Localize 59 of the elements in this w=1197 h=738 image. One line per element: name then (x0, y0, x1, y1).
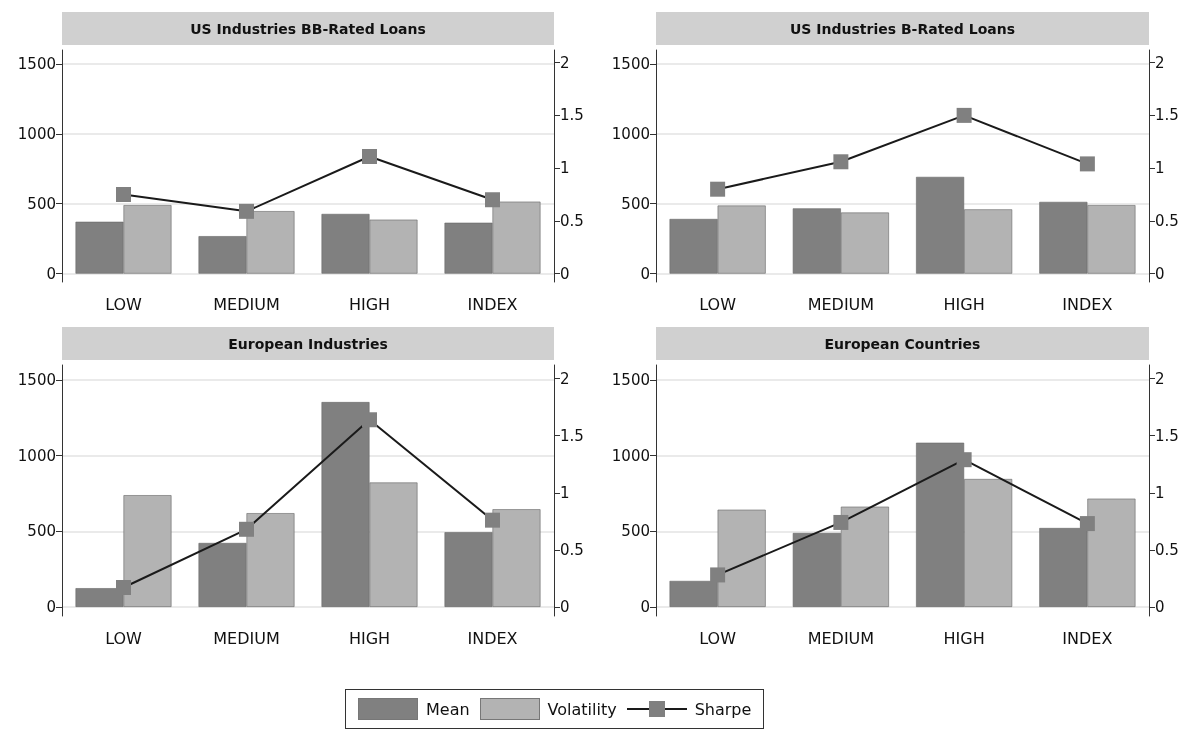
y2-tick-label: 0 (1155, 264, 1165, 283)
legend-label: Sharpe (694, 699, 752, 719)
x-tick-label: INDEX (1062, 628, 1113, 648)
y-tick-label: 500 (27, 522, 56, 541)
y2-tick-label: 0.5 (1155, 540, 1179, 559)
x-tick-label: INDEX (467, 628, 518, 648)
y2-tick-label: 1 (1155, 483, 1165, 502)
legend-label: Mean (426, 699, 470, 719)
chart-title: European Industries (62, 327, 554, 360)
x-tick-label: MEDIUM (213, 294, 280, 314)
y-tick-label: 500 (621, 522, 650, 541)
x-tick-label: LOW (699, 628, 737, 648)
x-tick-label: HIGH (348, 294, 391, 314)
y2-tick-label: 2 (1155, 369, 1165, 388)
y-tick-label: 500 (621, 194, 650, 213)
y2-tick-label: 2 (1155, 53, 1165, 72)
y2-tick-label: 0 (560, 264, 570, 283)
y-tick-label: 1500 (611, 371, 650, 390)
y2-tick-label: 2 (560, 53, 570, 72)
y-tick-label: 0 (640, 264, 650, 283)
y2-tick-label: 1 (560, 483, 570, 502)
y-tick-label: 0 (46, 597, 56, 616)
x-tick-label: MEDIUM (213, 628, 280, 648)
chart-title: European Countries (656, 327, 1149, 360)
y-tick-label: 1000 (611, 446, 650, 465)
y-tick-label: 1500 (17, 54, 56, 73)
y2-tick-label: 0 (560, 597, 570, 616)
y-tick-label: 1000 (17, 446, 56, 465)
y2-tick-label: 1.5 (560, 426, 584, 445)
y2-tick-label: 1.5 (560, 106, 584, 125)
x-tick-label: LOW (699, 294, 737, 314)
y2-tick-label: 1.5 (1155, 106, 1179, 125)
y-tick-label: 1000 (17, 124, 56, 143)
x-tick-label: MEDIUM (807, 628, 875, 648)
x-tick-label: LOW (105, 628, 143, 648)
y2-tick-label: 0.5 (560, 540, 584, 559)
y-tick-label: 0 (46, 264, 56, 283)
x-tick-label: MEDIUM (807, 294, 875, 314)
y-tick-label: 1500 (611, 54, 650, 73)
x-tick-label: HIGH (943, 294, 985, 314)
y2-tick-label: 0 (1155, 597, 1165, 616)
y-tick-label: 1000 (611, 124, 650, 143)
y-tick-label: 0 (640, 597, 650, 616)
x-tick-label: LOW (105, 294, 143, 314)
y2-tick-label: 0.5 (1155, 211, 1179, 230)
y2-tick-label: 1 (560, 159, 570, 178)
y-tick-label: 1500 (17, 371, 56, 390)
y2-tick-label: 0.5 (560, 211, 584, 230)
chart-title: US Industries BB-Rated Loans (62, 12, 554, 45)
y2-tick-label: 1.5 (1155, 426, 1179, 445)
y2-tick-label: 2 (560, 369, 570, 388)
x-tick-label: INDEX (1062, 294, 1113, 314)
chart-title: US Industries B-Rated Loans (656, 12, 1149, 45)
legend-label: Volatility (547, 699, 617, 719)
x-tick-label: HIGH (348, 628, 391, 648)
x-tick-label: INDEX (467, 294, 518, 314)
y-tick-label: 500 (27, 194, 56, 213)
x-tick-label: HIGH (943, 628, 985, 648)
y2-tick-label: 1 (1155, 159, 1165, 178)
